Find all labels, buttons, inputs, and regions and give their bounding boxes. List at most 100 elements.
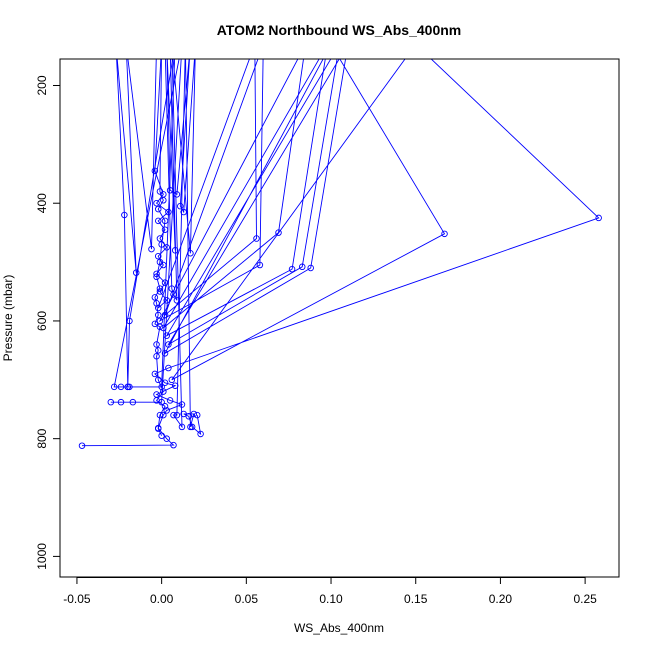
data-point [132, 269, 140, 276]
data-point [163, 297, 170, 304]
data-point [153, 300, 160, 307]
data-point [165, 341, 172, 348]
x-tick-label: 0.10 [319, 592, 343, 606]
data-point [148, 245, 155, 253]
series-1 [107, 59, 182, 406]
data-point [126, 317, 133, 325]
data-point [78, 442, 86, 449]
data-point [161, 403, 169, 410]
data-point [156, 411, 164, 419]
data-point [187, 423, 194, 431]
data-point [177, 202, 184, 210]
y-tick-label: 800 [35, 428, 49, 448]
x-tick-label: 0.20 [489, 592, 513, 606]
data-point [161, 279, 169, 286]
data-point [180, 208, 187, 216]
data-point [180, 410, 187, 418]
data-point [307, 264, 314, 272]
data-point [151, 320, 159, 328]
data-point [595, 214, 602, 222]
data-point [288, 265, 296, 273]
x-tick-label: 0.05 [235, 592, 259, 606]
data-point [170, 411, 177, 419]
data-point [190, 410, 198, 418]
data-point [153, 397, 160, 404]
data-point [126, 383, 133, 391]
data-point [158, 241, 165, 248]
data-point [163, 407, 170, 414]
data-point [154, 425, 162, 432]
data-point [170, 291, 177, 298]
data-point [161, 350, 169, 357]
y-axis: 200 400 600 800 1000 [35, 75, 60, 570]
data-point [188, 423, 196, 431]
data-point [173, 297, 181, 304]
data-point [153, 273, 160, 281]
data-point [151, 294, 159, 301]
data-point [170, 441, 177, 449]
data-point [173, 191, 181, 198]
data-point [110, 383, 118, 391]
series-layer [78, 59, 602, 449]
series-3 [151, 59, 169, 439]
data-point [160, 197, 167, 204]
data-point [153, 199, 160, 207]
x-tick-label: 0.25 [573, 592, 597, 606]
y-tick-label: 600 [35, 311, 49, 331]
data-point [117, 398, 125, 406]
x-axis-label: WS_Abs_400nm [294, 621, 384, 635]
data-point [160, 388, 167, 395]
data-point [166, 397, 174, 404]
data-point [161, 217, 169, 225]
data-point [441, 230, 448, 238]
data-point [256, 261, 264, 269]
data-point [173, 411, 181, 419]
data-point [161, 311, 169, 319]
data-point [124, 383, 132, 391]
data-point [156, 323, 164, 331]
data-point [178, 423, 186, 431]
data-point [168, 376, 176, 384]
y-tick-label: 200 [35, 75, 49, 95]
data-point [166, 187, 174, 194]
data-point [158, 432, 165, 439]
data-point [154, 205, 162, 213]
data-point [161, 379, 169, 387]
series-line [164, 59, 202, 436]
data-point [156, 285, 164, 292]
data-point [163, 435, 170, 442]
data-point [154, 217, 162, 225]
data-point [117, 383, 125, 391]
data-point [178, 401, 186, 408]
data-point [153, 353, 160, 360]
data-point [153, 341, 160, 348]
data-point [156, 258, 164, 266]
series-line [110, 59, 182, 403]
data-point [187, 249, 194, 257]
data-point [107, 398, 115, 406]
x-axis: -0.05 0.00 0.05 0.10 0.15 0.20 0.25 [63, 577, 597, 606]
data-point [253, 235, 260, 242]
data-point [121, 211, 128, 219]
data-point [185, 413, 192, 420]
data-point [156, 188, 164, 195]
data-point [154, 376, 162, 384]
series-2 [164, 59, 204, 438]
series-line [154, 59, 166, 436]
y-axis-label: Pressure (mbar) [1, 275, 15, 362]
chart-title: ATOM2 Northbound WS_Abs_400nm [217, 22, 462, 38]
data-point [275, 229, 282, 236]
data-point [171, 247, 179, 254]
data-point [154, 347, 162, 354]
data-point [154, 252, 162, 260]
data-point [165, 364, 172, 372]
x-tick-label: 0.15 [404, 592, 428, 606]
y-tick-label: 400 [35, 193, 49, 213]
data-point [160, 411, 167, 419]
y-tick-label: 1000 [35, 543, 49, 570]
data-point [154, 311, 162, 319]
x-tick-label: -0.05 [63, 592, 91, 606]
data-point [193, 411, 201, 419]
